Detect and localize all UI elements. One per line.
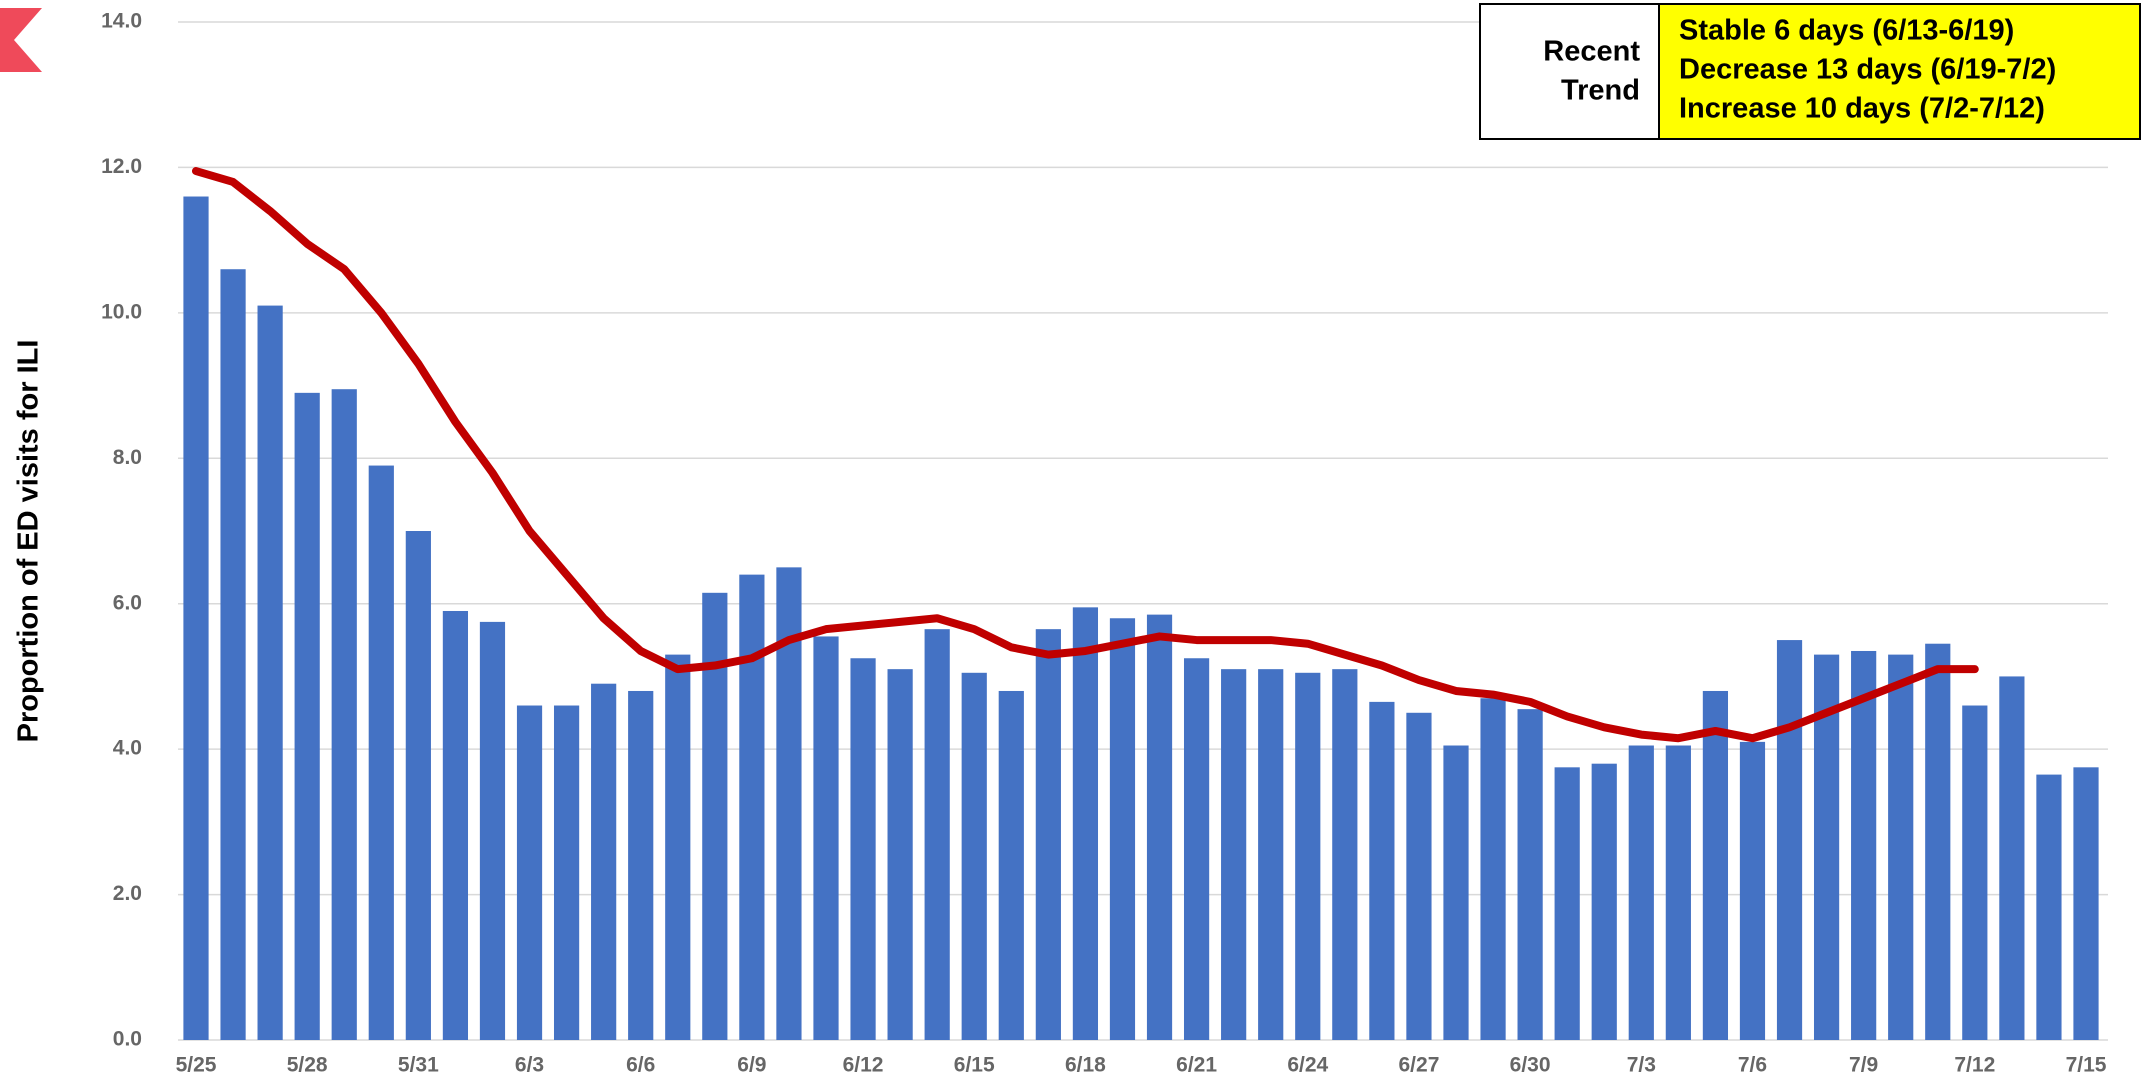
box-highlight	[1658, 3, 2141, 140]
bar	[850, 658, 876, 1040]
bar	[1109, 618, 1136, 1040]
x-tick-label: 5/25	[176, 1054, 217, 1077]
bar	[294, 392, 320, 1040]
bar	[665, 654, 691, 1040]
bar	[368, 465, 394, 1040]
bar	[479, 621, 506, 1040]
bar	[257, 305, 283, 1041]
bar	[813, 636, 839, 1040]
x-tick-label: 6/6	[626, 1054, 655, 1077]
x-tick-label: 7/15	[2066, 1054, 2107, 1077]
x-tick-label: 6/21	[1176, 1054, 1217, 1077]
bar	[2036, 774, 2062, 1040]
bar	[1035, 629, 1061, 1040]
y-tick-label: 8.0	[113, 446, 142, 469]
bar	[1999, 676, 2025, 1040]
y-tick-label: 6.0	[113, 591, 142, 614]
bar	[1665, 745, 1691, 1040]
x-tick-label: 6/12	[843, 1054, 884, 1077]
bar	[183, 196, 209, 1040]
bar	[1554, 767, 1580, 1040]
y-axis-label: Proportion of ED visits for ILI	[13, 340, 45, 743]
y-tick-label: 12.0	[101, 155, 142, 178]
logo-chevron	[0, 8, 42, 72]
x-tick-label: 6/30	[1510, 1054, 1551, 1077]
trend-line	[192, 167, 1979, 743]
bar	[1925, 643, 1951, 1040]
bar	[1776, 640, 1803, 1040]
bar	[1258, 669, 1284, 1040]
bar	[924, 629, 950, 1040]
bar	[961, 672, 987, 1040]
bar	[998, 690, 1024, 1040]
x-tick-label: 6/9	[737, 1054, 766, 1077]
bar	[220, 269, 246, 1040]
x-tick-label: 7/9	[1849, 1054, 1878, 1077]
bar	[1183, 658, 1210, 1040]
bar	[1072, 607, 1099, 1040]
bar	[591, 683, 617, 1040]
bar	[331, 389, 357, 1040]
bar	[516, 705, 543, 1040]
x-tick-label: 6/27	[1399, 1054, 1440, 1077]
bar	[1146, 614, 1173, 1040]
x-tick-label: 5/31	[398, 1054, 439, 1077]
box-line: Decrease 13 days (6/19-7/2)	[1679, 54, 2056, 86]
x-tick-label: 7/6	[1738, 1054, 1767, 1077]
bar	[1369, 701, 1395, 1040]
bar	[1739, 741, 1766, 1040]
bar	[628, 690, 654, 1040]
bar	[1406, 712, 1432, 1040]
bar	[442, 610, 469, 1040]
x-tick-label: 7/3	[1627, 1054, 1656, 1077]
bar	[1962, 705, 1988, 1040]
x-tick-label: 6/18	[1065, 1054, 1106, 1077]
bar	[2073, 767, 2099, 1040]
bar	[1332, 669, 1358, 1040]
bar	[1888, 654, 1914, 1040]
y-tick-label: 14.0	[101, 10, 142, 33]
bar	[1517, 709, 1543, 1040]
bar	[739, 574, 765, 1040]
bar	[405, 531, 431, 1040]
bar	[887, 669, 913, 1040]
bar	[1221, 669, 1247, 1040]
bar	[1480, 698, 1506, 1040]
box-line: Stable 6 days (6/13-6/19)	[1679, 15, 2014, 47]
box-label: Recent	[1543, 36, 1640, 68]
bar	[1295, 672, 1321, 1040]
x-tick-label: 5/28	[287, 1054, 328, 1077]
bar	[1628, 745, 1654, 1040]
bar	[1851, 650, 1877, 1040]
bar	[1591, 763, 1617, 1040]
x-tick-label: 6/15	[954, 1054, 995, 1077]
x-tick-label: 7/12	[1954, 1054, 1995, 1077]
bar	[553, 705, 580, 1040]
y-tick-label: 4.0	[113, 737, 142, 760]
box-line: Increase 10 days (7/2-7/12)	[1679, 93, 2045, 125]
x-tick-label: 6/24	[1287, 1054, 1328, 1077]
bar	[1702, 690, 1729, 1040]
y-tick-label: 0.0	[113, 1028, 142, 1051]
box-label: Trend	[1561, 75, 1640, 107]
x-tick-label: 6/3	[515, 1054, 544, 1077]
trend-box: Recent Trend Stable 6 days (6/13-6/19) D…	[1479, 3, 2141, 140]
bar	[1443, 745, 1469, 1040]
y-tick-label: 10.0	[101, 300, 142, 323]
y-tick-label: 2.0	[113, 882, 142, 905]
